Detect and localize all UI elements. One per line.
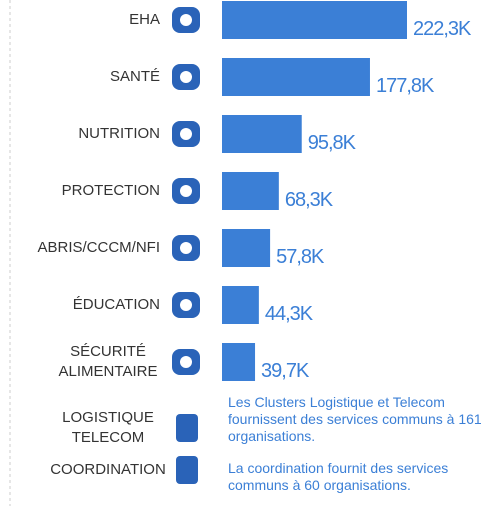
- category-label: EHA: [129, 11, 160, 28]
- category-label: ABRIS/CCCM/NFI: [37, 239, 160, 256]
- value-label: 95,8K: [307, 132, 356, 154]
- category-label: SANTÉ: [109, 68, 160, 85]
- bar: [222, 286, 259, 324]
- icon: [180, 185, 192, 197]
- bar: [222, 58, 370, 96]
- bar: [222, 172, 279, 210]
- icon: [180, 14, 192, 26]
- category-label: ÉDUCATION: [72, 296, 160, 313]
- icon: [176, 456, 198, 484]
- icon: [180, 128, 192, 140]
- bar: [222, 343, 256, 381]
- value-label: 68,3K: [284, 189, 333, 211]
- value-label: 177,8K: [375, 75, 434, 97]
- value-label: 222,3K: [413, 18, 471, 40]
- category-label: COORDINATION: [50, 461, 166, 478]
- category-label: NUTRITION: [78, 125, 160, 142]
- category-label: PROTECTION: [61, 182, 160, 199]
- category-label: SÉCURITÉ ALIMENTAIRE: [58, 343, 158, 380]
- icon: [180, 242, 192, 254]
- icon: [176, 414, 198, 442]
- icon: [180, 356, 192, 368]
- icon: [180, 299, 192, 311]
- value-label: 57,8K: [276, 246, 324, 268]
- value-label: 39,7K: [261, 360, 309, 382]
- annotation: Les Clusters Logistique et Telecom fourn…: [228, 394, 482, 444]
- category-label: LOGISTIQUE TELECOM: [62, 409, 154, 446]
- value-label: 44,3K: [264, 303, 313, 325]
- bar: [222, 115, 302, 153]
- bar: [222, 1, 407, 39]
- icon: [180, 71, 192, 83]
- bar: [222, 229, 271, 267]
- annotation: La coordination fournit des services com…: [228, 460, 449, 493]
